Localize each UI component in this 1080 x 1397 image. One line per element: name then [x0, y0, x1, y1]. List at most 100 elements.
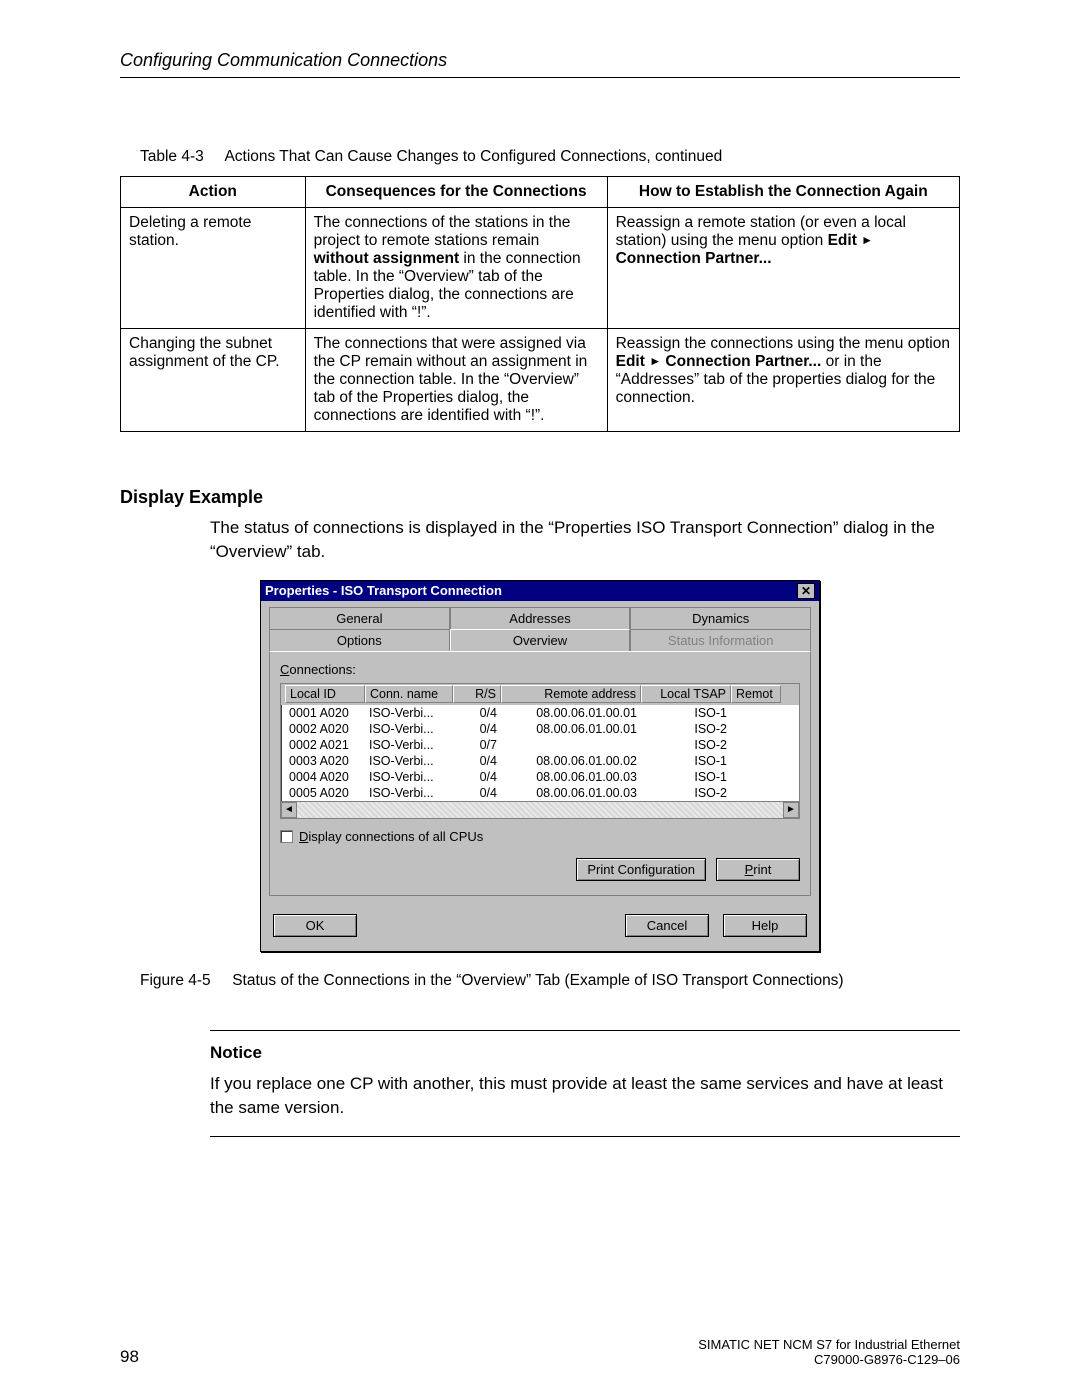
th-action: Action	[121, 177, 306, 208]
cell	[731, 722, 781, 736]
list-item[interactable]: 0004 A020ISO-Verbi...0/408.00.06.01.00.0…	[281, 769, 799, 785]
figure-label: Figure 4-5	[140, 972, 211, 989]
scroll-right-icon[interactable]: ►	[783, 802, 799, 818]
cell-establish: Reassign a remote station (or even a loc…	[607, 208, 959, 329]
cell: 0002 A021	[285, 738, 365, 752]
section-heading: Display Example	[120, 487, 960, 508]
titlebar: Properties - ISO Transport Connection ✕	[261, 581, 819, 601]
list-item[interactable]: 0005 A020ISO-Verbi...0/408.00.06.01.00.0…	[281, 785, 799, 801]
th-consequences: Consequences for the Connections	[305, 177, 607, 208]
notice-text: If you replace one CP with another, this…	[210, 1072, 960, 1120]
tab-dynamics[interactable]: Dynamics	[630, 607, 811, 629]
page-header: Configuring Communication Connections	[120, 50, 960, 78]
cell: 08.00.06.01.00.03	[501, 786, 641, 800]
col-rs[interactable]: R/S	[453, 685, 501, 703]
cell: ISO-2	[641, 738, 731, 752]
cell-establish: Reassign the connections using the menu …	[607, 329, 959, 432]
btn-print-rest: rint	[753, 862, 771, 877]
checkbox-label: Display connections of all CPUs	[299, 829, 483, 844]
connections-listbox[interactable]: Local ID Conn. name R/S Remote address L…	[280, 683, 800, 819]
list-item[interactable]: 0001 A020ISO-Verbi...0/408.00.06.01.00.0…	[281, 705, 799, 721]
table-caption: Table 4-3 Actions That Can Cause Changes…	[140, 148, 960, 166]
cell: ISO-Verbi...	[365, 770, 453, 784]
list-item[interactable]: 0003 A020ISO-Verbi...0/408.00.06.01.00.0…	[281, 753, 799, 769]
bold-text: without assignment	[314, 250, 460, 267]
cell: 0002 A020	[285, 722, 365, 736]
cell: ISO-Verbi...	[365, 754, 453, 768]
bold-text: Edit	[828, 232, 857, 249]
page-number: 98	[120, 1347, 139, 1367]
list-item[interactable]: 0002 A020ISO-Verbi...0/408.00.06.01.00.0…	[281, 721, 799, 737]
cell: ISO-2	[641, 722, 731, 736]
cell: ISO-1	[641, 770, 731, 784]
col-remote-address[interactable]: Remote address	[501, 685, 641, 703]
cell	[731, 738, 781, 752]
bold-text: Connection Partner...	[616, 250, 772, 267]
help-button[interactable]: Help	[723, 914, 807, 937]
col-local-id[interactable]: Local ID	[285, 685, 365, 703]
cell: 08.00.06.01.00.01	[501, 722, 641, 736]
dialog-footer: OK Cancel Help	[261, 904, 819, 951]
cell: 0/7	[453, 738, 501, 752]
cell: 0/4	[453, 770, 501, 784]
cell: ISO-1	[641, 706, 731, 720]
cell	[731, 754, 781, 768]
mnemonic: C	[280, 662, 289, 677]
print-button[interactable]: Print	[716, 858, 800, 881]
table-row: Changing the subnet assignment of the CP…	[121, 329, 960, 432]
cell: 0004 A020	[285, 770, 365, 784]
display-all-cpus-row: Display connections of all CPUs	[280, 829, 800, 844]
cell: 08.00.06.01.00.02	[501, 754, 641, 768]
actions-table: Action Consequences for the Connections …	[120, 176, 960, 432]
cell: 08.00.06.01.00.03	[501, 770, 641, 784]
text: Reassign the connections using the menu …	[616, 335, 950, 352]
tab-addresses[interactable]: Addresses	[450, 607, 631, 629]
triangle-icon: ►	[861, 233, 873, 247]
print-configuration-button[interactable]: Print Configuration	[576, 858, 706, 881]
cell: ISO-Verbi...	[365, 786, 453, 800]
cell: 0005 A020	[285, 786, 365, 800]
cell: 0003 A020	[285, 754, 365, 768]
bold-text: Edit	[616, 353, 645, 370]
cell: 0/4	[453, 786, 501, 800]
cell-consequences: The connections that were assigned via t…	[305, 329, 607, 432]
horizontal-scrollbar[interactable]: ◄ ►	[281, 801, 799, 818]
list-item[interactable]: 0002 A021ISO-Verbi...0/7 ISO-2	[281, 737, 799, 753]
cancel-button[interactable]: Cancel	[625, 914, 709, 937]
cell: ISO-1	[641, 754, 731, 768]
col-remote[interactable]: Remot	[731, 685, 781, 703]
tab-general[interactable]: General	[269, 607, 450, 629]
notice-title: Notice	[210, 1041, 960, 1065]
cell: 0/4	[453, 722, 501, 736]
cell	[501, 738, 641, 752]
text: The connections of the stations in the p…	[314, 214, 571, 249]
footer-line2: C79000-G8976-C129–06	[698, 1352, 960, 1367]
cell: 0/4	[453, 754, 501, 768]
tab-overview[interactable]: Overview	[450, 629, 631, 651]
figure-caption: Figure 4-5 Status of the Connections in …	[140, 972, 960, 990]
col-conn-name[interactable]: Conn. name	[365, 685, 453, 703]
cell-consequences: The connections of the stations in the p…	[305, 208, 607, 329]
close-icon[interactable]: ✕	[797, 583, 815, 599]
display-all-cpus-checkbox[interactable]	[280, 830, 293, 843]
table-caption-text: Actions That Can Cause Changes to Config…	[224, 148, 722, 165]
list-header: Local ID Conn. name R/S Remote address L…	[281, 684, 799, 705]
scroll-track[interactable]	[297, 802, 783, 818]
ok-button[interactable]: OK	[273, 914, 357, 937]
cell: ISO-Verbi...	[365, 738, 453, 752]
label-text: onnections:	[289, 662, 356, 677]
page-footer: 98 SIMATIC NET NCM S7 for Industrial Eth…	[120, 1337, 960, 1367]
cell: 08.00.06.01.00.01	[501, 706, 641, 720]
cell	[731, 770, 781, 784]
tab-status-information: Status Information	[630, 629, 811, 651]
bold-text: Connection Partner...	[665, 353, 821, 370]
cell: ISO-Verbi...	[365, 722, 453, 736]
scroll-left-icon[interactable]: ◄	[281, 802, 297, 818]
triangle-icon: ►	[649, 354, 661, 368]
connections-label: Connections:	[280, 662, 800, 677]
cell	[731, 786, 781, 800]
cell: 0001 A020	[285, 706, 365, 720]
tab-options[interactable]: Options	[269, 629, 450, 651]
cell-action: Deleting a remote station.	[121, 208, 306, 329]
col-local-tsap[interactable]: Local TSAP	[641, 685, 731, 703]
